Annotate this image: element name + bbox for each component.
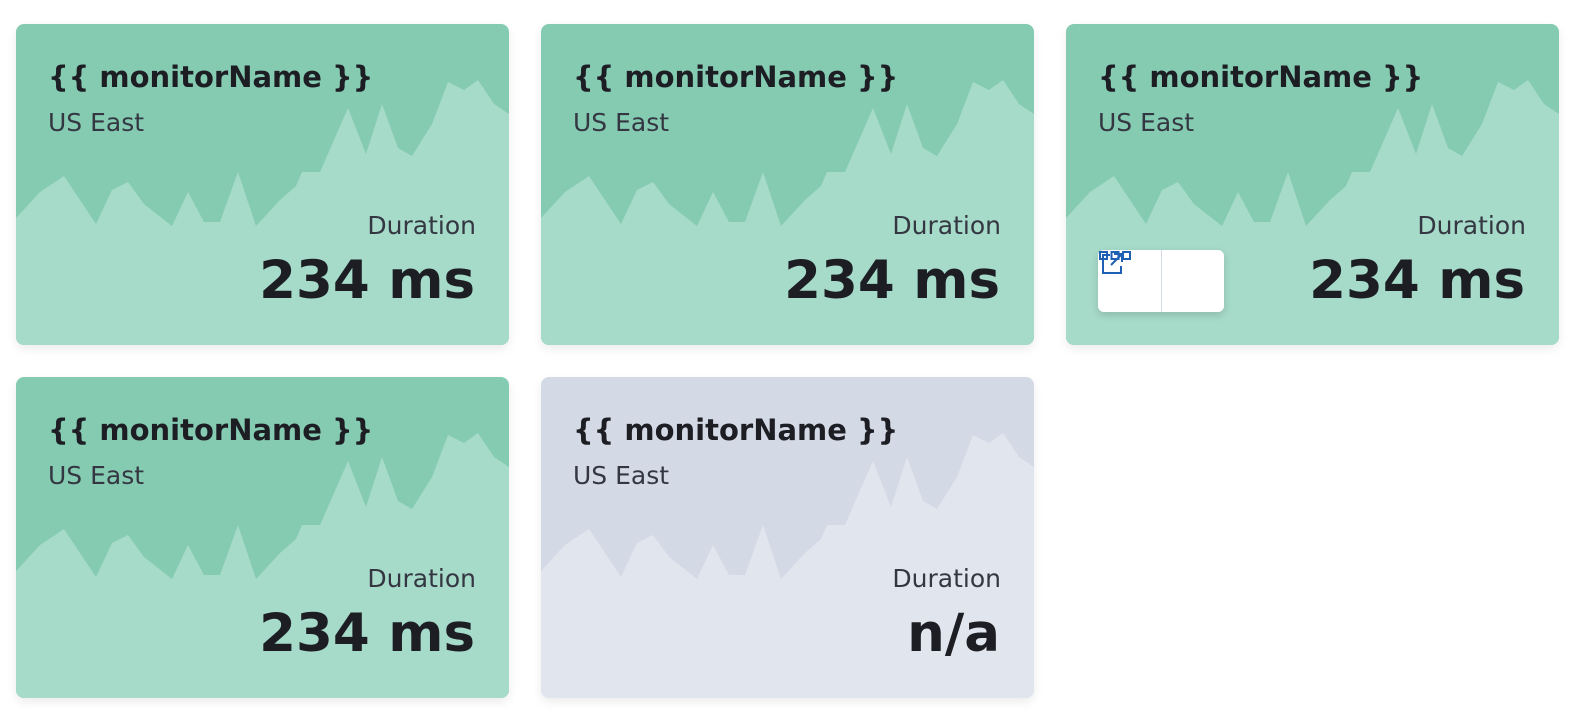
metric-value: n/a xyxy=(907,603,1000,664)
monitor-location: US East xyxy=(48,461,145,490)
metric-value: 234 ms xyxy=(259,250,475,311)
monitor-title: {{ monitorName }} xyxy=(48,60,374,94)
card-actions xyxy=(1098,250,1224,312)
sparkline-area xyxy=(16,433,509,698)
monitor-location: US East xyxy=(48,108,145,137)
sparkline-background xyxy=(16,80,509,345)
monitor-location: US East xyxy=(573,461,670,490)
metric-label: Duration xyxy=(892,564,1001,593)
monitor-card: {{ monitorName }} US East Duration 234 ms xyxy=(16,24,509,345)
metric-value: 234 ms xyxy=(1309,250,1525,311)
monitor-location: US East xyxy=(573,108,670,137)
sparkline-background xyxy=(541,80,1034,345)
monitor-title: {{ monitorName }} xyxy=(573,413,899,447)
ellipsis-icon xyxy=(1099,251,1131,260)
sparkline-background xyxy=(541,433,1034,698)
monitor-card: {{ monitorName }} US East Duration 234 ms xyxy=(16,377,509,698)
metric-label: Duration xyxy=(892,211,1001,240)
more-actions-button[interactable] xyxy=(1099,250,1224,312)
sparkline-background xyxy=(16,433,509,698)
monitor-title: {{ monitorName }} xyxy=(573,60,899,94)
sparkline-area xyxy=(541,80,1034,345)
metric-label: Duration xyxy=(1417,211,1526,240)
metric-label: Duration xyxy=(367,211,476,240)
monitor-location: US East xyxy=(1098,108,1195,137)
metric-label: Duration xyxy=(367,564,476,593)
monitor-card: {{ monitorName }} US East Duration 234 ms xyxy=(541,24,1034,345)
monitor-title: {{ monitorName }} xyxy=(1098,60,1424,94)
sparkline-area xyxy=(541,433,1034,698)
monitor-card: {{ monitorName }} US East Duration 234 ms xyxy=(1066,24,1559,345)
monitor-title: {{ monitorName }} xyxy=(48,413,374,447)
monitor-card: {{ monitorName }} US East Duration n/a xyxy=(541,377,1034,698)
sparkline-area xyxy=(16,80,509,345)
metric-value: 234 ms xyxy=(784,250,1000,311)
metric-value: 234 ms xyxy=(259,603,475,664)
